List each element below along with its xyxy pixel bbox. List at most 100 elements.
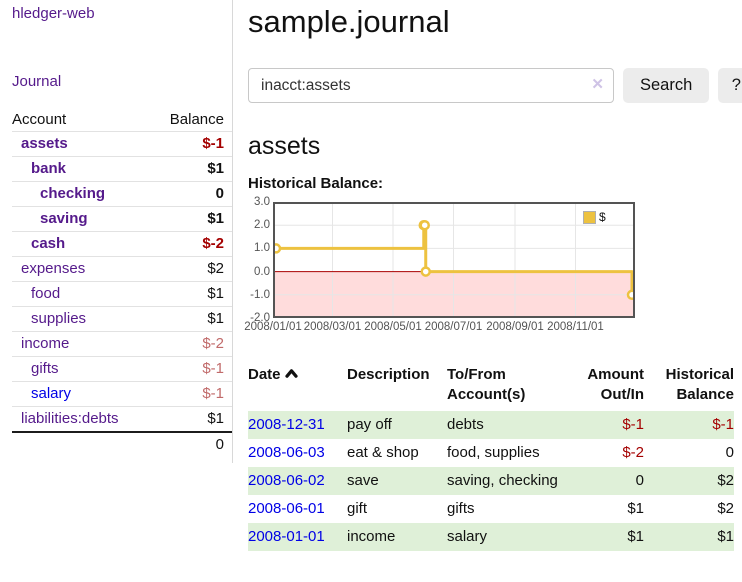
date-header-label: Date (248, 366, 281, 383)
balance-cell: $2 (644, 467, 734, 495)
account-row: food $1 (12, 281, 232, 307)
x-axis-label: 2008/03/01 (303, 321, 362, 333)
chart-border (273, 202, 635, 318)
account-row: expenses $2 (12, 256, 232, 282)
account-row: checking 0 (12, 181, 232, 207)
help-button[interactable]: ? (718, 68, 742, 103)
date-link[interactable]: 2008-06-01 (248, 500, 325, 517)
sidebar-item-journal[interactable]: Journal (12, 73, 62, 90)
amount-cell: $-2 (622, 444, 644, 461)
account-balance: $-1 (202, 385, 224, 402)
register-row: 2008-06-03 eat & shop food, supplies $-2… (248, 439, 734, 467)
account-link-food[interactable]: food (31, 285, 61, 302)
register-header-amount: Amount Out/In (587, 366, 644, 403)
main-content: sample.journal ✕ Search ? assets Histori… (233, 0, 742, 551)
accounts-total-value: 0 (215, 436, 224, 453)
accounts-table: Account Balance assets $-1 bank $1 check… (12, 108, 232, 457)
accounts-header-balance: Balance (169, 111, 224, 128)
account-link-saving[interactable]: saving (40, 210, 88, 227)
x-axis-label: 2008/11/01 (547, 321, 604, 333)
account-row: supplies $1 (12, 306, 232, 332)
description-cell: eat & shop (347, 444, 419, 461)
account-link-salary[interactable]: salary (31, 385, 72, 402)
clear-search-icon[interactable]: ✕ (591, 76, 604, 93)
account-link-assets[interactable]: assets (21, 135, 68, 152)
account-link-checking[interactable]: checking (40, 185, 106, 202)
account-link-liabilities-debts[interactable]: liabilities:debts (21, 410, 119, 427)
account-balance: $1 (207, 160, 224, 177)
y-axis-label: -2.0 (250, 312, 270, 324)
date-link[interactable]: 2008-01-01 (248, 528, 325, 545)
accounts-cell: saving, checking (447, 467, 577, 495)
register-header-date[interactable]: Date (248, 365, 347, 411)
description-cell: income (347, 523, 447, 551)
legend-label: $ (599, 210, 606, 224)
amount-cell: 0 (577, 467, 644, 495)
amount-cell: $1 (577, 523, 644, 551)
account-row: bank $1 (12, 156, 232, 182)
account-balance: $-1 (202, 360, 224, 377)
amount-cell: $1 (627, 500, 644, 517)
chart-legend: $ (583, 210, 606, 224)
x-axis-label: 2008/07/01 (424, 321, 483, 333)
y-axis-label: 3.0 (254, 196, 270, 208)
account-link-supplies[interactable]: supplies (31, 310, 87, 327)
balance-cell: $-1 (644, 411, 734, 439)
account-heading: assets (248, 132, 321, 160)
x-axis-label: 2008/01/01 (244, 321, 302, 333)
search-input[interactable] (248, 68, 614, 103)
register-header-balance: Historical Balance (665, 366, 734, 403)
register-header-description: Description (347, 366, 430, 383)
date-link[interactable]: 2008-06-02 (248, 472, 325, 489)
register-row: 2008-06-01 gift gifts $1 $2 (248, 495, 734, 523)
accounts-total-row: 0 (12, 432, 232, 457)
y-axis-label: 0.0 (254, 265, 270, 278)
account-balance: 0 (215, 185, 224, 202)
page-title: sample.journal (248, 4, 450, 39)
account-balance: $-1 (202, 135, 224, 152)
description-cell: pay off (347, 411, 447, 439)
account-row: assets $-1 (12, 131, 232, 157)
account-link-gifts[interactable]: gifts (31, 360, 59, 377)
register-header-row: Date Description To/From Account(s) Amou… (248, 365, 734, 411)
account-row: cash $-2 (12, 231, 232, 257)
account-row: gifts $-1 (12, 356, 232, 382)
account-row: salary $-1 (12, 381, 232, 407)
account-balance: $2 (207, 260, 224, 277)
brand-link[interactable]: hledger-web (12, 5, 95, 22)
data-point-marker (419, 219, 430, 231)
search-form: ✕ Search ? (248, 68, 742, 103)
balance-cell: $1 (644, 523, 734, 551)
account-balance: $-2 (202, 235, 224, 252)
accounts-cell: gifts (447, 500, 475, 517)
data-point-marker (420, 266, 431, 277)
account-balance: $1 (207, 410, 224, 427)
accounts-cell: debts (447, 411, 577, 439)
y-axis-label: -1.0 (250, 288, 270, 301)
amount-cell: $-1 (577, 411, 644, 439)
accounts-header-account: Account (12, 111, 67, 128)
page: hledger-web Journal Account Balance asse… (12, 0, 742, 551)
balance-chart: 3.0 2.0 1.0 0.0 -1.0 -2.0 2008/01/01 2008/03/01… (244, 196, 734, 336)
description-cell: save (347, 467, 447, 495)
account-row: income $-2 (12, 331, 232, 357)
search-box: ✕ (248, 68, 614, 103)
date-link[interactable]: 2008-12-31 (248, 416, 325, 433)
search-button[interactable]: Search (623, 68, 710, 103)
account-link-cash[interactable]: cash (31, 235, 66, 252)
balance-cell: $2 (717, 500, 734, 517)
account-link-bank[interactable]: bank (31, 160, 67, 177)
accounts-cell: salary (447, 523, 577, 551)
date-link[interactable]: 2008-06-03 (248, 444, 325, 461)
x-axis-label: 2008/05/01 (364, 321, 422, 333)
account-link-expenses[interactable]: expenses (21, 260, 86, 277)
account-link-income[interactable]: income (21, 335, 70, 352)
register-table: Date Description To/From Account(s) Amou… (248, 365, 734, 551)
account-balance: $1 (207, 285, 224, 302)
register-row: 2008-06-02 save saving, checking 0 $2 (248, 467, 734, 495)
chart-title: Historical Balance: (248, 175, 384, 192)
account-balance: $1 (207, 210, 224, 227)
chart-plot-area (273, 202, 635, 318)
account-balance: $-2 (202, 335, 224, 352)
register-row: 2008-12-31 pay off debts $-1 $-1 (248, 411, 734, 439)
